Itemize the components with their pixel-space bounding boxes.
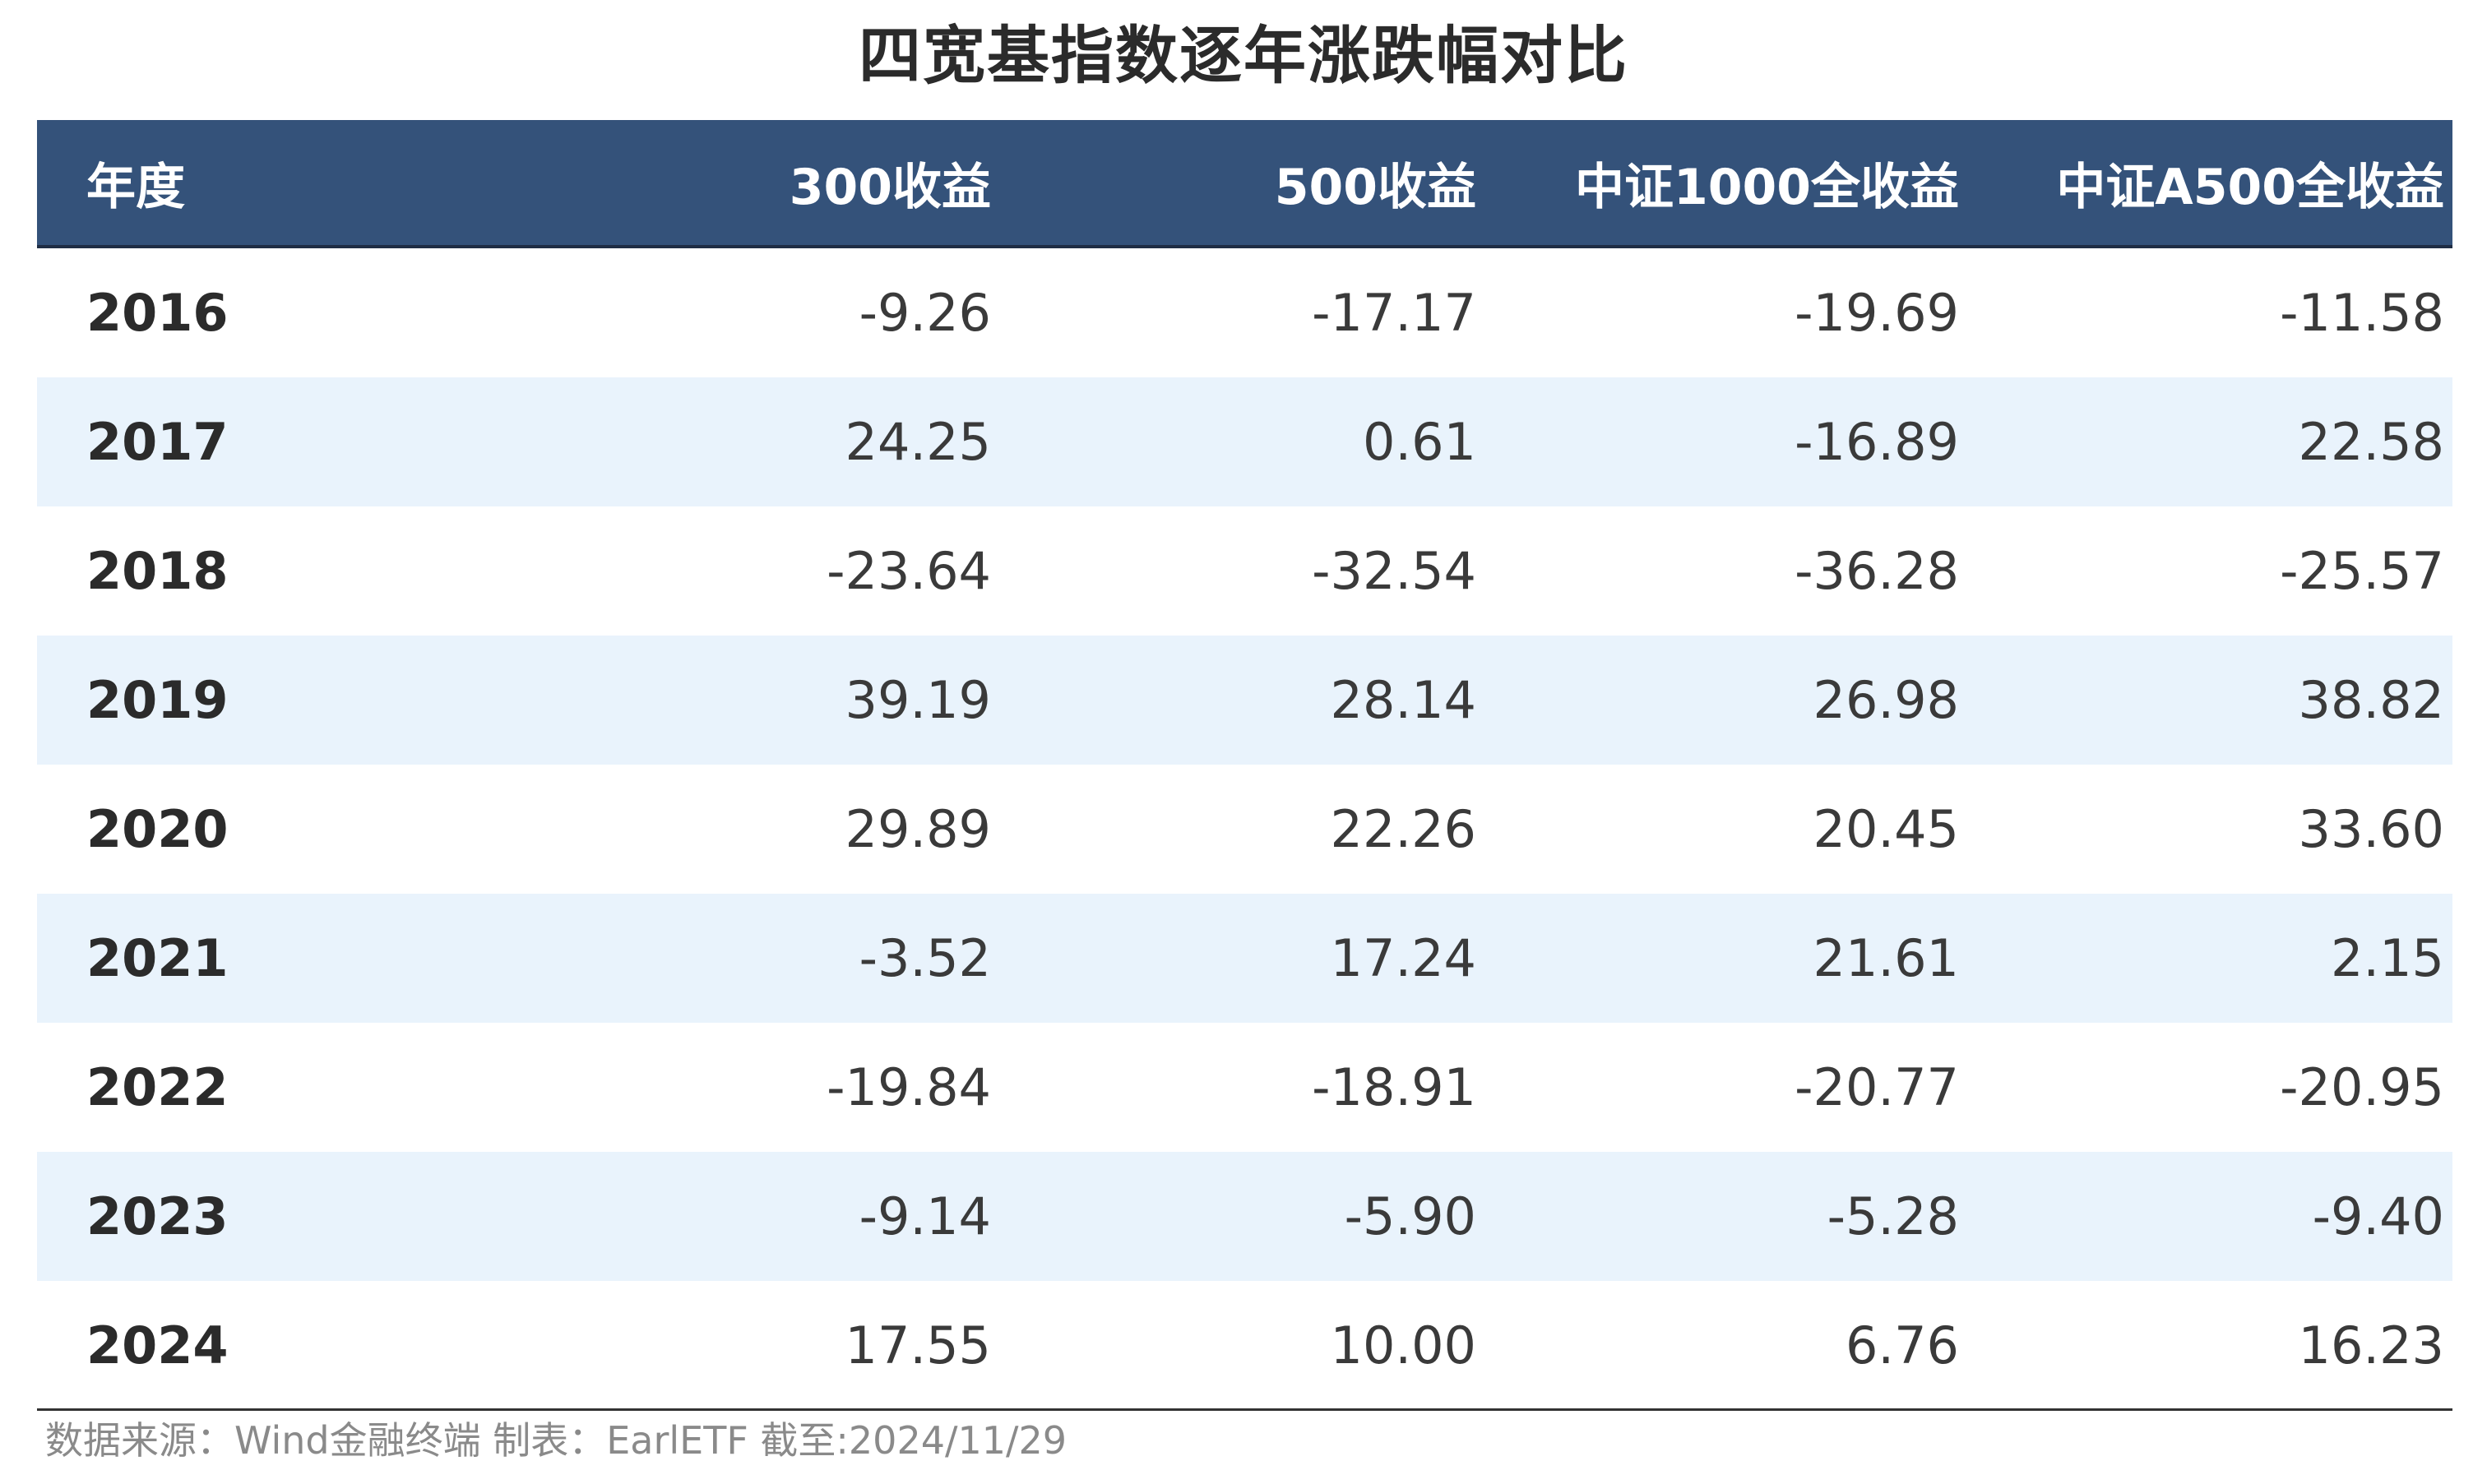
table-cell-value: -3.52 <box>859 928 991 988</box>
table-cell-year: 2023 <box>86 1186 229 1246</box>
table-cell-value: 26.98 <box>1813 670 1960 730</box>
table-cell-year: 2018 <box>86 541 229 601</box>
table-cell-value: -36.28 <box>1795 541 1959 601</box>
source-note: 数据来源：Wind金融终端 制表：EarlETF 截至:2024/11/29 <box>45 1418 1068 1463</box>
table-cell-value: 38.82 <box>2298 670 2445 730</box>
table-row: 2019 39.19 28.14 26.98 38.82 <box>37 636 2452 765</box>
table-cell-value: 16.23 <box>2298 1315 2445 1375</box>
data-table: 年度 300收益 500收益 中证1000全收益 中证A500全收益 2016 … <box>37 120 2452 1410</box>
table-cell-value: 21.61 <box>1813 928 1960 988</box>
table-cell-year: 2019 <box>86 670 229 730</box>
table-cell-value: -9.26 <box>859 283 991 343</box>
table-cell-value: 22.58 <box>2298 412 2445 472</box>
table-row: 2023 -9.14 -5.90 -5.28 -9.40 <box>37 1152 2452 1281</box>
column-header-year: 年度 <box>86 158 185 216</box>
footer-divider <box>37 1408 2452 1411</box>
table-row: 2018 -23.64 -32.54 -36.28 -25.57 <box>37 506 2452 636</box>
table-cell-value: -19.69 <box>1795 283 1959 343</box>
table-cell-year: 2021 <box>86 928 229 988</box>
table-row: 2017 24.25 0.61 -16.89 22.58 <box>37 377 2452 506</box>
chart-title: 四宽基指数逐年涨跌幅对比 <box>859 19 1628 92</box>
table-cell-value: 22.26 <box>1330 799 1477 859</box>
table-cell-value: -11.58 <box>2280 283 2444 343</box>
table-cell-year: 2020 <box>86 799 229 859</box>
table-row: 2022 -19.84 -18.91 -20.77 -20.95 <box>37 1023 2452 1152</box>
table-cell-value: 29.89 <box>845 799 992 859</box>
table-cell-value: 20.45 <box>1813 799 1960 859</box>
table-cell-value: -23.64 <box>827 541 991 601</box>
table-cell-value: 17.24 <box>1330 928 1477 988</box>
table-header: 年度 300收益 500收益 中证1000全收益 中证A500全收益 <box>37 120 2452 248</box>
table-cell-value: 0.61 <box>1362 412 1476 472</box>
table-cell-value: 33.60 <box>2298 799 2445 859</box>
table-cell-value: -18.91 <box>1312 1057 1476 1117</box>
table-cell-value: 10.00 <box>1330 1315 1477 1375</box>
table-row: 2021 -3.52 17.24 21.61 2.15 <box>37 894 2452 1023</box>
table-row: 2020 29.89 22.26 20.45 33.60 <box>37 765 2452 894</box>
table-cell-value: -25.57 <box>2280 541 2444 601</box>
table-cell-value: -9.40 <box>2312 1186 2444 1246</box>
table-cell-value: -5.90 <box>1344 1186 1476 1246</box>
table-cell-value: -5.28 <box>1827 1186 1959 1246</box>
table-cell-value: -9.14 <box>859 1186 991 1246</box>
table-cell-value: -20.77 <box>1795 1057 1959 1117</box>
table-cell-value: 39.19 <box>845 670 992 730</box>
table-cell-value: -16.89 <box>1795 412 1959 472</box>
table-cell-year: 2022 <box>86 1057 229 1117</box>
table-cell-value: 24.25 <box>845 412 992 472</box>
table-cell-value: 2.15 <box>2330 928 2444 988</box>
table-cell-value: 6.76 <box>1845 1315 1959 1375</box>
table-cell-year: 2017 <box>86 412 229 472</box>
table-row: 2024 17.55 10.00 6.76 16.23 <box>37 1281 2452 1410</box>
table-cell-year: 2024 <box>86 1315 229 1375</box>
column-header-300: 300收益 <box>789 158 991 216</box>
table-cell-value: -20.95 <box>2280 1057 2444 1117</box>
table-cell-value: -17.17 <box>1312 283 1476 343</box>
column-header-a500: 中证A500全收益 <box>2056 158 2444 216</box>
table-cell-value: 17.55 <box>845 1315 992 1375</box>
table-cell-year: 2016 <box>86 283 229 343</box>
table-cell-value: -32.54 <box>1312 541 1476 601</box>
column-header-1000: 中证1000全收益 <box>1575 158 1959 216</box>
table-cell-value: 28.14 <box>1330 670 1477 730</box>
table-row: 2016 -9.26 -17.17 -19.69 -11.58 <box>37 248 2452 377</box>
table-cell-value: -19.84 <box>827 1057 991 1117</box>
column-header-500: 500收益 <box>1274 158 1476 216</box>
